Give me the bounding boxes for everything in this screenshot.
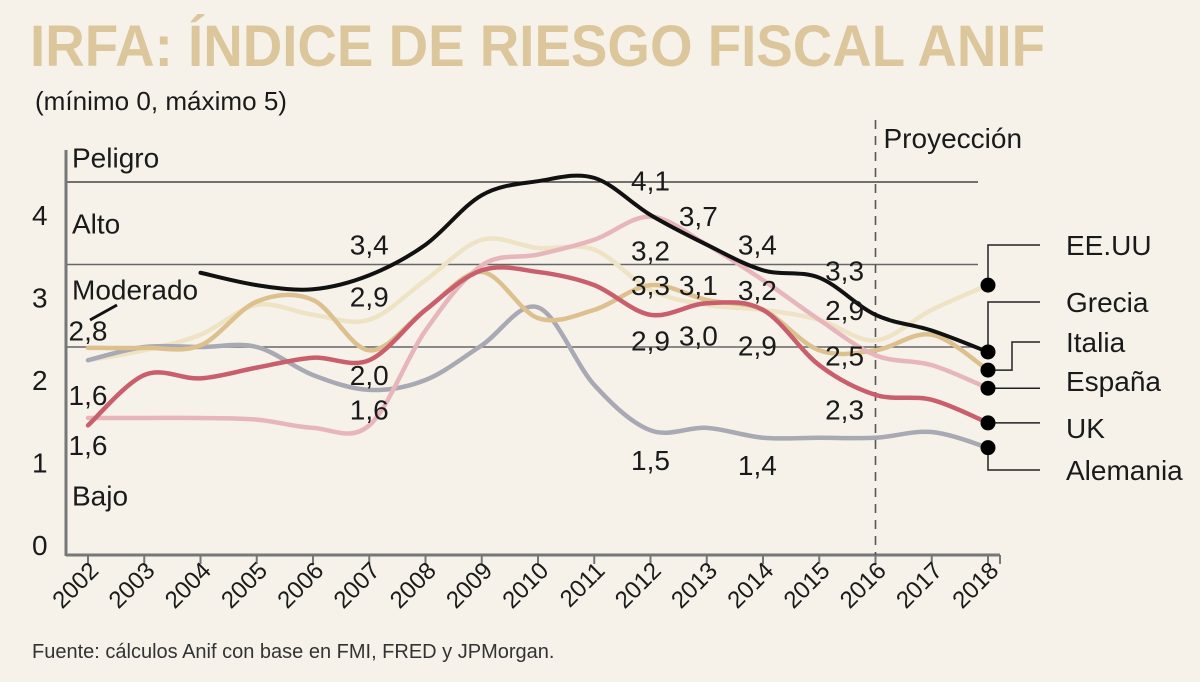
y-tick-label: 4	[32, 200, 48, 231]
data-label: 2,9	[825, 295, 864, 326]
chart-subtitle: (mínimo 0, máximo 5)	[35, 86, 287, 116]
y-tick-label: 1	[32, 448, 48, 479]
y-tick-label: 2	[32, 365, 48, 396]
data-label: 1,5	[631, 445, 670, 476]
data-label: 3,2	[738, 275, 777, 306]
data-label: 3,3	[825, 255, 864, 286]
series-line-uk	[85, 265, 991, 428]
legend-label: EE.UU	[1066, 230, 1152, 261]
legend-dot-eeuu	[980, 277, 996, 293]
legend-dot-uk	[980, 415, 996, 431]
legend-dot-italia	[980, 362, 996, 378]
data-label: 1,4	[738, 450, 777, 481]
zone-label: Bajo	[72, 481, 128, 512]
data-label: 2,8	[69, 316, 108, 347]
data-label: 1,6	[69, 430, 108, 461]
data-label: 3,0	[679, 320, 718, 351]
series-line-espaa	[85, 214, 991, 436]
legend-connector	[987, 301, 1040, 352]
zone-label: Alto	[72, 208, 120, 239]
data-label: 2,0	[350, 360, 389, 391]
data-label: 2,9	[738, 330, 777, 361]
y-tick-label: 3	[32, 283, 48, 314]
data-label: 2,3	[825, 395, 864, 426]
data-label: 3,4	[350, 230, 389, 261]
series-line-grecia	[198, 173, 990, 354]
legend-label: Grecia	[1066, 287, 1149, 318]
projection-label: Proyección	[884, 123, 1023, 154]
data-label: 3,7	[679, 201, 718, 232]
data-label: 2,5	[825, 340, 864, 371]
data-label: 2,9	[350, 282, 389, 313]
legend-dot-espaa	[980, 380, 996, 396]
legend-connector	[988, 341, 1040, 371]
data-label: 3,1	[679, 270, 718, 301]
legend-label: UK	[1066, 413, 1105, 444]
data-label: 3,3	[631, 270, 670, 301]
zone-label: Peligro	[72, 142, 159, 173]
data-label: 2,9	[631, 325, 670, 356]
zone-label: Moderado	[72, 274, 198, 305]
source-note: Fuente: cálculos Anif con base en FMI, F…	[32, 641, 554, 663]
series-line-grecia-stub	[89, 303, 118, 322]
legend-dot-alemania	[980, 440, 996, 456]
legend-label: Italia	[1066, 327, 1126, 358]
legend-label: España	[1066, 366, 1161, 397]
chart-title: IRFA: ÍNDICE DE RIESGO FISCAL ANIF	[30, 14, 1045, 79]
legend-dot-grecia	[980, 344, 996, 360]
data-label: 3,2	[631, 235, 670, 266]
data-label: 1,6	[69, 380, 108, 411]
data-label: 1,6	[350, 395, 389, 426]
series-line-alemania	[85, 304, 991, 450]
legend-label: Alemania	[1066, 455, 1183, 486]
data-label: 4,1	[631, 165, 670, 196]
series-line-italia	[85, 269, 991, 373]
legend-connector	[987, 244, 1040, 286]
data-label: 3,4	[738, 230, 777, 261]
y-tick-label: 0	[32, 530, 48, 561]
